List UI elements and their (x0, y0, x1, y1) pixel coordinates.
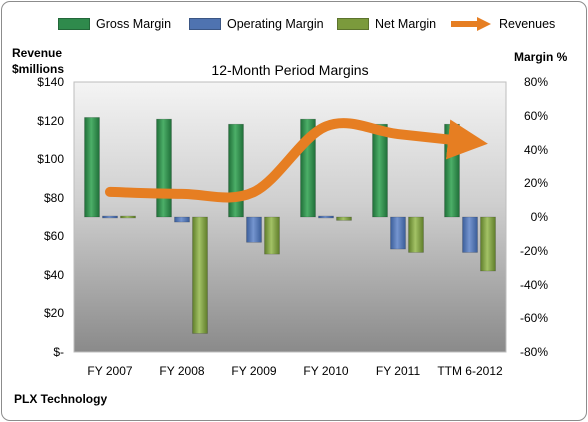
revenue-line (105, 118, 488, 203)
y-right-tick: 20% (523, 176, 548, 191)
y-left-tick: $40 (43, 267, 64, 282)
bar-net-margin-1 (120, 215, 136, 219)
bar-gross-margin-3 (228, 123, 244, 218)
legend-swatch-net (337, 18, 369, 30)
bar-operating-margin-6 (462, 216, 478, 253)
bar-operating-margin-3 (246, 216, 262, 243)
x-tick-label: FY 2008 (159, 364, 205, 378)
chart-title: 12-Month Period Margins (211, 62, 369, 78)
bar-net-margin-6 (480, 216, 496, 272)
legend-revenues: Revenues (449, 16, 555, 32)
bar-gross-margin-1 (84, 117, 100, 218)
bar-operating-margin-5 (390, 216, 406, 250)
legend-gross-margin: Gross Margin (58, 16, 171, 32)
x-tick-label: FY 2007 (87, 364, 133, 378)
y-left-tick: $80 (43, 190, 64, 205)
y-left-tick: $60 (43, 229, 64, 244)
bars-layer (84, 117, 496, 334)
legend-arrow-icon (451, 17, 491, 31)
line-layer (105, 118, 488, 203)
bar-gross-margin-2 (156, 118, 172, 218)
bar-net-margin-5 (408, 216, 424, 253)
bar-net-margin-2 (192, 216, 208, 334)
x-tick-label: FY 2010 (303, 364, 349, 378)
y-right-tick: -60% (519, 311, 548, 326)
legend-operating-margin: Operating Margin (189, 16, 324, 32)
y-right-tick: 0% (530, 210, 548, 224)
y-left-tick: $140 (37, 75, 64, 89)
y-left-tick: $100 (37, 152, 64, 167)
y-right-tick: -80% (519, 345, 548, 359)
legend-label-revenues: Revenues (499, 17, 556, 31)
bar-gross-margin-5 (372, 123, 388, 218)
plot-area (73, 81, 507, 353)
y-right-tick: 40% (523, 142, 548, 157)
y-right-tick: -20% (519, 243, 548, 258)
legend-net-margin: Net Margin (337, 16, 436, 32)
y-right-tick: 80% (523, 75, 548, 89)
x-tick-label: FY 2009 (231, 364, 277, 378)
legend-label-operating: Operating Margin (227, 17, 324, 31)
company-name: PLX Technology (14, 392, 108, 406)
bar-net-margin-3 (264, 216, 280, 255)
bar-operating-margin-4 (318, 215, 334, 219)
y-left-tick: $20 (43, 306, 64, 321)
x-tick-label: TTM 6-2012 (437, 364, 503, 378)
y-left-tick: $120 (37, 113, 64, 128)
y-right-tick: -40% (519, 277, 548, 292)
y-right-label: Margin % (514, 50, 568, 64)
bar-operating-margin-2 (174, 216, 190, 223)
bar-operating-margin-1 (102, 215, 118, 219)
legend-label-net: Net Margin (375, 17, 437, 31)
y-left-label-line2: $millions (12, 62, 65, 76)
bar-net-margin-4 (336, 216, 352, 221)
y-left-tick: $- (53, 345, 64, 359)
y-left-label-line1: Revenue (12, 46, 63, 60)
y-right-tick: 60% (523, 108, 548, 123)
legend-swatch-operating (189, 18, 221, 30)
legend-swatch-gross (58, 18, 90, 30)
legend-label-gross: Gross Margin (96, 17, 172, 31)
x-tick-label: FY 2011 (375, 364, 421, 378)
